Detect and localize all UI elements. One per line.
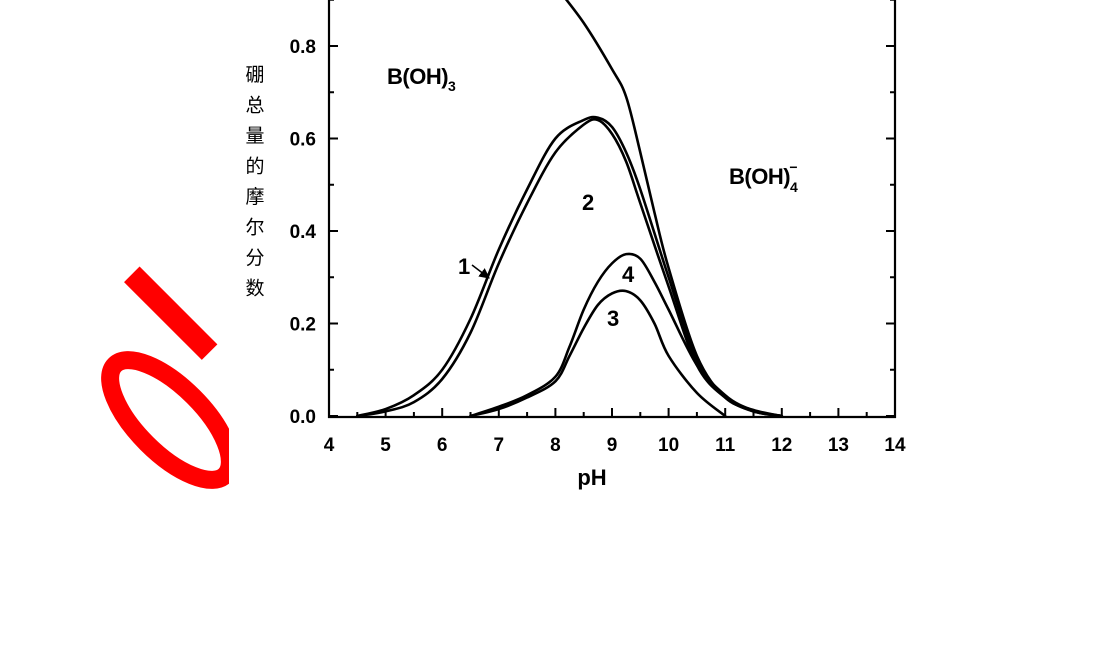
x-tick-label: 6 — [437, 435, 448, 456]
y-tick-label: 0.0 — [290, 407, 316, 428]
series-line-2 — [356, 118, 784, 418]
x-tick-label: 9 — [607, 435, 618, 456]
x-axis-title: pH — [577, 465, 606, 490]
y-tick-label: 0.2 — [290, 315, 316, 336]
watermark-letter-i — [124, 266, 218, 360]
annotation-boh4: B(OH)4 − — [729, 159, 798, 195]
annotation-boh3-main: B(OH) — [387, 64, 448, 89]
axes — [327, 0, 897, 419]
curves — [356, 0, 784, 418]
x-tick-label: 12 — [771, 435, 792, 456]
series-line-4 — [469, 252, 784, 418]
y-axis-title-char: 量 — [245, 125, 264, 147]
annotation-boh3: B(OH)3 — [387, 64, 456, 94]
watermark-text: OI — [0, 0, 2, 1]
annotation-boh3-sub: 3 — [448, 78, 456, 94]
annotation-boh4-main: B(OH) — [729, 164, 790, 189]
curve-label-1: 1 — [458, 254, 470, 279]
curve-label-4: 4 — [622, 262, 635, 287]
annotation-boh4-sup: − — [789, 159, 797, 175]
y-axis-title-char: 尔 — [245, 217, 264, 239]
x-tick-label: 13 — [828, 435, 849, 456]
series-line-1 — [356, 115, 784, 418]
x-tick-labels: 4 5 6 7 8 9 10 11 12 13 14 — [324, 435, 906, 456]
x-tick-label: 4 — [324, 435, 335, 456]
y-tick-label: 0.4 — [290, 222, 317, 243]
x-tick-label: 11 — [715, 435, 736, 456]
curve-label-1-arrow — [471, 264, 490, 279]
y-axis-title-char: 摩 — [245, 186, 264, 208]
y-axis-title-char: 总 — [245, 95, 264, 117]
x-tick-label: 5 — [380, 435, 391, 456]
y-tick-label: 0.6 — [290, 130, 316, 151]
x-tick-label: 14 — [884, 435, 906, 456]
x-tick-label: 7 — [494, 435, 505, 456]
x-tick-label: 10 — [658, 435, 679, 456]
y-axis-title-char: 硼 — [245, 64, 264, 86]
watermark-letter-o — [101, 351, 229, 489]
y-axis-title-char: 分 — [245, 247, 264, 269]
y-axis-title-char: 的 — [245, 156, 264, 178]
watermark: OI — [0, 0, 229, 489]
series-line-3 — [469, 289, 727, 418]
curve-label-2: 2 — [582, 190, 594, 215]
annotation-boh4-sub: 4 — [790, 179, 798, 195]
x-ticks — [328, 408, 896, 417]
y-tick-labels: 0.0 0.2 0.4 0.6 0.8 — [290, 37, 317, 428]
y-axis-title-char: 数 — [245, 278, 264, 300]
curve-label-3: 3 — [607, 306, 619, 331]
y-tick-label: 0.8 — [290, 37, 316, 58]
x-tick-label: 8 — [550, 435, 561, 456]
y-ticks — [329, 0, 895, 417]
